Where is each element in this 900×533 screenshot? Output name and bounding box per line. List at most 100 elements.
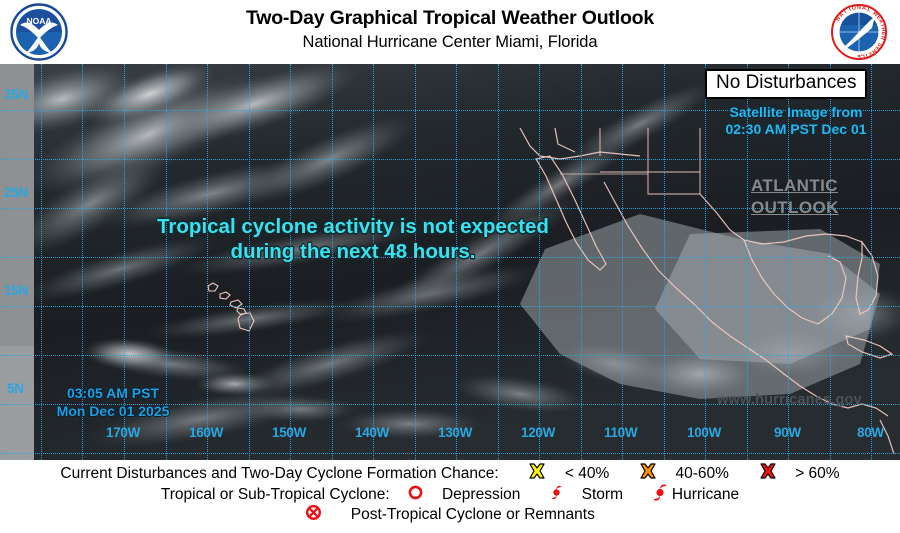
legend-chance-high-label: > 60% — [795, 464, 840, 482]
page-subtitle: National Hurricane Center Miami, Florida — [302, 33, 598, 51]
lat-label-15n: 15N — [4, 283, 28, 298]
status-badge-no-disturbances: No Disturbances — [705, 69, 868, 99]
atlantic-outlook-line2[interactable]: OUTLOOK — [751, 198, 839, 217]
storm-spiral-icon — [549, 484, 564, 506]
gridline-lon-85w — [830, 64, 831, 460]
svg-text:V: V — [867, 50, 873, 57]
x-mark-icon-medium — [638, 462, 658, 485]
svg-text:S: S — [876, 42, 883, 49]
svg-text:C: C — [860, 52, 865, 59]
legend-row-cyclone-types: Tropical or Sub-Tropical Cyclone: Depres… — [0, 483, 900, 507]
gridline-lon-100w — [705, 64, 706, 460]
svg-text:T: T — [843, 8, 850, 15]
svg-text:E: E — [857, 53, 861, 59]
svg-text:L: L — [866, 7, 872, 14]
page-title: Two-Day Graphical Tropical Weather Outlo… — [245, 7, 655, 29]
outlook-message-line1: Tropical cyclone activity is not expecte… — [157, 215, 549, 238]
svg-text:NOAA: NOAA — [26, 16, 51, 26]
svg-text:A: A — [877, 18, 884, 24]
atlantic-outlook-line1[interactable]: ATLANTIC — [751, 176, 838, 195]
lon-label-120w: 120W — [521, 425, 556, 440]
legend-storm-label: Storm — [581, 486, 623, 503]
gridline-lat-25n — [0, 257, 900, 258]
satellite-map[interactable]: 35N 25N 15N 5N 170W 160W 150W 140W 130W … — [0, 64, 900, 460]
outlook-message-line2: during the next 48 hours. — [230, 240, 476, 263]
atlantic-outlook-link[interactable]: ATLANTIC OUTLOOK — [751, 175, 891, 219]
gridline-lat-20n — [0, 306, 900, 307]
legend-row-post-tropical: Post-Tropical Cyclone or Remnants — [0, 504, 900, 526]
svg-text:N: N — [857, 5, 861, 11]
gridline-lat-15n — [0, 355, 900, 356]
x-mark-icon-low — [527, 462, 547, 485]
gridline-lon-95w — [747, 64, 748, 460]
svg-text:A: A — [861, 5, 866, 12]
issuance-timestamp: 03:05 AM PST Mon Dec 01 2025 — [34, 384, 192, 420]
gridline-lon-130w — [456, 64, 457, 460]
svg-text:T: T — [879, 23, 886, 28]
outlook-message: Tropical cyclone activity is not expecte… — [0, 214, 706, 264]
svg-text:I: I — [848, 6, 852, 12]
svg-text:N: N — [835, 16, 842, 23]
svg-text:E: E — [875, 15, 882, 22]
issuance-time: 03:05 AM PST — [66, 385, 160, 401]
svg-text:I: I — [864, 52, 868, 58]
lon-label-100w: 100W — [687, 425, 722, 440]
gridline-lon-140w — [373, 64, 374, 460]
gridline-lon-150w — [290, 64, 291, 460]
satellite-timestamp-line2: 02:30 AM PST Dec 01 — [725, 121, 867, 137]
page-header: NOAA Two-Day Graphical Tropical Weather … — [0, 0, 900, 64]
issuance-date: Mon Dec 01 2025 — [56, 403, 170, 419]
gridline-lat-10n — [0, 404, 900, 405]
lon-label-110w: 110W — [604, 425, 638, 440]
svg-text:H: H — [880, 27, 886, 32]
svg-text:R: R — [879, 35, 886, 40]
hurricane-spiral-icon — [652, 483, 668, 507]
depression-circle-icon — [407, 484, 424, 506]
lon-label-90w: 90W — [774, 425, 801, 440]
lon-label-170w: 170W — [106, 425, 141, 440]
gridline-lon-145w — [332, 64, 333, 460]
gridline-lon-90w — [788, 64, 789, 460]
svg-text:E: E — [873, 45, 880, 52]
satellite-imagery — [0, 64, 900, 460]
gridline-lon-120w — [539, 64, 540, 460]
legend-chance-low-label: < 40% — [564, 464, 610, 482]
gridline-lat-5n — [0, 453, 900, 454]
svg-text:W: W — [871, 10, 879, 18]
svg-text:R: R — [870, 47, 877, 54]
lon-label-140w: 140W — [355, 425, 390, 440]
legend: Current Disturbances and Two-Day Cyclone… — [0, 460, 900, 533]
legend-row-formation-chance: Current Disturbances and Two-Day Cyclone… — [0, 462, 900, 485]
legend-chance-medium-label: 40-60% — [675, 464, 729, 482]
gridline-lon-160w — [207, 64, 208, 460]
gridline-lon-135w — [415, 64, 416, 460]
noaa-logo: NOAA — [8, 3, 70, 61]
gridline-lat-35n — [0, 159, 900, 160]
gridline-lat-40n — [0, 110, 900, 111]
legend-hurricane-label: Hurricane — [671, 486, 740, 503]
satellite-timestamp-line1: Satellite Image from — [729, 104, 863, 120]
legend-depression-label: Depression — [441, 486, 521, 503]
lon-label-150w: 150W — [272, 425, 307, 440]
lat-label-35n: 35N — [4, 87, 28, 102]
lat-label-25n: 25N — [4, 185, 28, 200]
gridline-lon-125w — [498, 64, 499, 460]
website-watermark: www.hurricanes.gov — [717, 392, 862, 408]
legend-formation-chance-label: Current Disturbances and Two-Day Cyclone… — [60, 464, 499, 482]
lon-label-160w: 160W — [189, 425, 224, 440]
post-tropical-icon — [305, 504, 322, 526]
lat-label-5n: 5N — [7, 381, 24, 396]
satellite-image-timestamp: Satellite Image from 02:30 AM PST Dec 01 — [703, 104, 889, 138]
gridline-lon-110w — [622, 64, 623, 460]
gridline-lon-175w — [41, 64, 42, 460]
lon-label-80w: 80W — [857, 425, 884, 440]
nws-logo: N A T I O N A L W E A T H E R S E — [828, 2, 890, 62]
gridline-lon-165w — [166, 64, 167, 460]
legend-cyclone-type-label: Tropical or Sub-Tropical Cyclone: — [160, 486, 390, 503]
x-mark-icon-high — [758, 462, 778, 485]
legend-post-tropical-label: Post-Tropical Cyclone or Remnants — [350, 506, 595, 523]
gridline-lon-155w — [249, 64, 250, 460]
gridline-lon-80w — [871, 64, 872, 460]
gridline-lon-170w — [124, 64, 125, 460]
